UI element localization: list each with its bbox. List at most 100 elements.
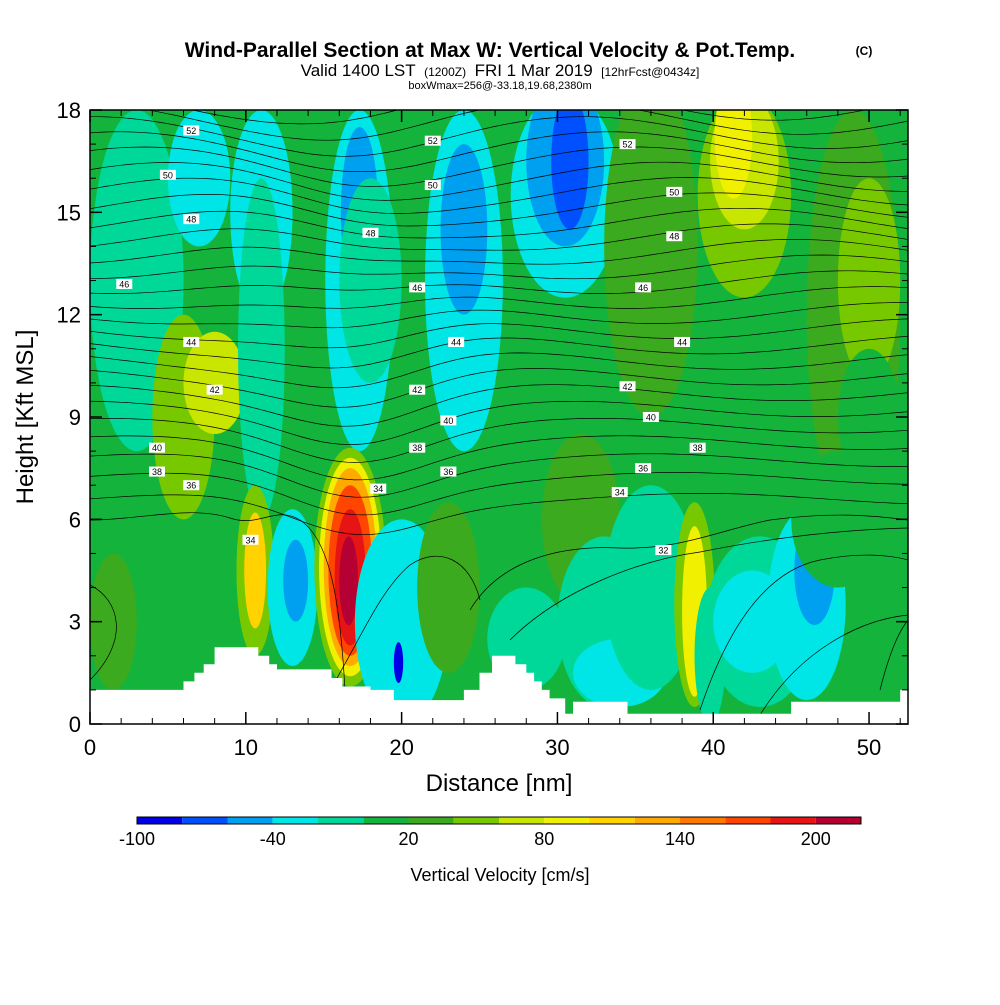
theta-label-text: 38 — [152, 467, 162, 477]
colorbar-swatch — [453, 817, 499, 824]
x-tick-label: 30 — [545, 735, 569, 760]
theta-label: 44 — [183, 336, 200, 347]
colorbar-swatch — [408, 817, 454, 824]
colorbar-swatch — [499, 817, 545, 824]
theta-label-box — [206, 384, 223, 395]
colorbar-swatch — [634, 817, 680, 824]
theta-label-box — [183, 480, 200, 491]
theta-label: 34 — [611, 487, 628, 498]
theta-label-text: 34 — [615, 488, 625, 498]
theta-label-box — [159, 169, 176, 180]
x-tick-label: 0 — [84, 735, 96, 760]
theta-label-box — [362, 227, 379, 238]
theta-contour-low — [509, 527, 908, 641]
velocity-cell — [714, 110, 753, 199]
theta-label: 52 — [183, 125, 200, 136]
theta-label: 32 — [655, 545, 672, 556]
colorbar-swatch — [815, 817, 861, 824]
y-tick-label: 9 — [69, 405, 81, 430]
theta-isentrope — [90, 161, 908, 201]
x-tick-label: 40 — [701, 735, 725, 760]
theta-isentrope — [90, 318, 908, 349]
valid-time: Valid 1400 LST — [301, 61, 416, 80]
theta-label: 36 — [440, 466, 457, 477]
theta-label: 34 — [370, 483, 387, 494]
theta-label-text: 52 — [186, 126, 196, 136]
theta-isentrope — [90, 239, 908, 265]
theta-label: 38 — [689, 442, 706, 453]
colorbar-swatch — [770, 817, 816, 824]
copyright-mark: (C) — [856, 44, 873, 58]
theta-isentrope — [146, 110, 908, 141]
y-tick-label: 18 — [57, 98, 81, 123]
theta-label-box — [666, 186, 683, 197]
theta-label-box — [409, 384, 426, 395]
valid-date: FRI 1 Mar 2019 — [475, 61, 593, 80]
theta-label-box — [655, 545, 672, 556]
theta-label: 46 — [635, 282, 652, 293]
theta-contour-low — [699, 554, 908, 711]
colorbar-tick-label: 20 — [398, 829, 418, 849]
theta-label-text: 40 — [152, 443, 162, 453]
chart-title: Wind-Parallel Section at Max W: Vertical… — [185, 39, 796, 62]
theta-label-box — [116, 278, 133, 289]
theta-label-text: 46 — [412, 283, 422, 293]
theta-isentrope — [190, 110, 867, 125]
theta-contour-low — [329, 555, 481, 691]
theta-label-text: 48 — [669, 232, 679, 242]
theta-isentrope — [90, 493, 908, 536]
velocity-cell — [339, 178, 402, 383]
colorbar-swatch — [363, 817, 409, 824]
theta-contour-low — [759, 614, 908, 716]
velocity-fill-layer — [90, 110, 901, 724]
theta-label: 52 — [619, 139, 636, 150]
theta-label: 46 — [409, 282, 426, 293]
colorbar-swatch — [137, 817, 183, 824]
theta-label-text: 42 — [623, 382, 633, 392]
theta-label-text: 44 — [677, 337, 687, 347]
theta-label: 34 — [242, 534, 259, 545]
velocity-cell — [244, 512, 267, 629]
theta-label: 44 — [448, 336, 465, 347]
colorbar-swatch — [589, 817, 635, 824]
theta-label-box — [183, 125, 200, 136]
theta-isentrope — [90, 435, 908, 481]
y-tick-label: 15 — [57, 200, 81, 225]
theta-label-text: 50 — [428, 181, 438, 191]
theta-contour-low — [90, 584, 117, 681]
theta-label: 48 — [362, 227, 379, 238]
theta-label-text: 36 — [443, 467, 453, 477]
velocity-cell — [417, 502, 480, 673]
theta-label-box — [635, 282, 652, 293]
theta-isentrope — [90, 286, 908, 309]
theta-label: 50 — [159, 169, 176, 180]
theta-isentrope — [90, 302, 908, 329]
theta-label: 38 — [409, 442, 426, 453]
theta-label: 48 — [183, 214, 200, 225]
colorbar-swatch — [182, 817, 228, 824]
colorbar-tick-label: -100 — [119, 829, 155, 849]
theta-label-box — [183, 336, 200, 347]
y-axis-label: Height [Kft MSL] — [12, 330, 39, 505]
theta-label: 48 — [666, 231, 683, 242]
valid-line: Valid 1400 LST (1200Z) FRI 1 Mar 2019 [1… — [301, 61, 700, 80]
theta-label-text: 40 — [646, 413, 656, 423]
colorbar-swatch — [318, 817, 364, 824]
theta-label-text: 48 — [186, 215, 196, 225]
theta-isentrope — [90, 223, 908, 251]
theta-isentrope — [90, 207, 908, 239]
theta-contour-low — [469, 514, 908, 611]
theta-label-layer: 52 50 48 46 44 42 40 38 36 34 52 50 48 46 44 42 40 38 36 34… — [116, 125, 706, 556]
theta-label-box — [642, 412, 659, 422]
theta-isentrope — [90, 368, 908, 408]
theta-label-box — [370, 483, 387, 494]
theta-label-text: 38 — [412, 443, 422, 453]
theta-label-box — [424, 180, 441, 191]
velocity-cell — [283, 539, 309, 622]
theta-isentrope — [90, 270, 908, 294]
theta-isentrope — [90, 336, 908, 369]
theta-contour-low — [879, 619, 908, 691]
theta-label: 42 — [206, 384, 223, 395]
velocity-cell — [339, 536, 358, 626]
